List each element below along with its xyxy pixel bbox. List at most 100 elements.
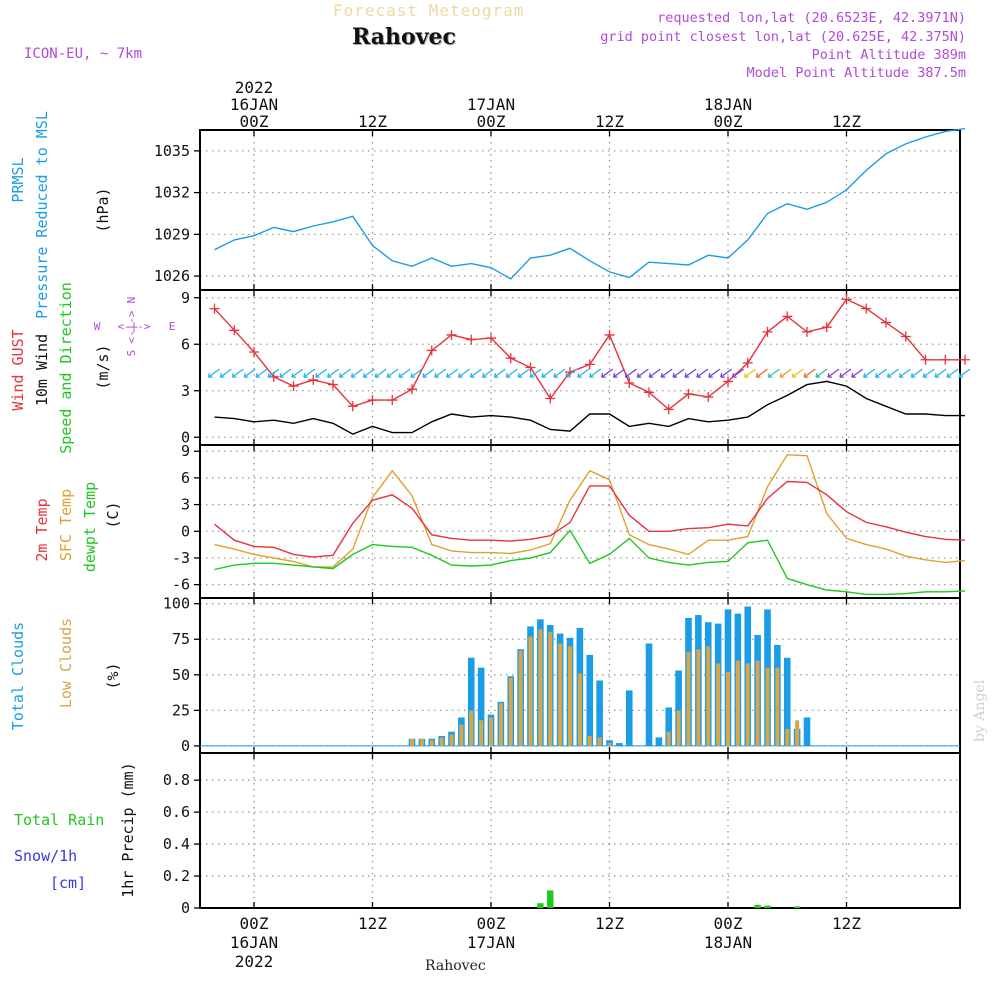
gust-marker [308,374,319,385]
wind-arrow [529,368,542,378]
wind-arrow [446,368,459,378]
wind-arrow [958,368,971,378]
wind-arrow [231,368,244,378]
wind-arrow [922,368,935,378]
wind-arrow [755,368,768,378]
rain-bar [754,904,761,908]
gust-marker [347,401,358,412]
wind-arrow [827,368,840,378]
wind-arrow [398,368,411,378]
ytick-label: 0.2 [163,867,190,885]
gust-marker [624,378,635,388]
total-cloud-bar [625,690,633,746]
total-cloud-bar [665,707,673,746]
low-cloud-bar [765,667,770,746]
total-cloud-bar [477,667,485,746]
year-top: 2022 [235,78,274,97]
low-cloud-bar [775,667,780,746]
gust-marker [584,359,595,370]
ytick-label: 0 [181,737,190,755]
ytick-label: 0 [181,522,190,540]
ytick-label: 3 [181,382,190,400]
title-faint: Forecast Meteogram [333,1,525,20]
wind-arrow [350,368,363,378]
rain-bar [764,905,771,908]
gust-marker [525,362,536,373]
gust-marker [505,353,516,364]
wind-arrow [732,368,745,378]
gust-marker [802,326,812,337]
compass-we-arrow: <-|-> [117,320,150,333]
ytick-label: 1029 [154,225,190,243]
temp-2m-line [214,480,966,558]
ytick-label: -3 [172,549,190,567]
low-cloud-bar [726,671,730,746]
time-tick-bottom: 00Z [714,914,743,933]
low-cloud-bar [706,646,711,746]
wind-arrow [410,368,423,378]
wind-arrow [863,368,876,378]
gust-marker [841,294,852,305]
gust-marker [940,354,951,365]
total-cloud-bar [616,743,623,746]
ytick-label: 6 [181,335,190,353]
wind-arrow [279,368,292,378]
gust-marker [821,322,832,333]
wind-arrow [469,368,482,378]
gust-marker [367,395,378,406]
wind-arrow [803,368,816,378]
gust-marker [683,388,694,399]
time-tick-top: 00Z [477,112,506,131]
wind-arrow [600,368,614,378]
date-top: 18JAN [704,95,752,114]
wind-arrow [374,368,387,378]
gust-marker [229,325,240,336]
low-cloud-bar [410,738,414,746]
pressure-long-label: Pressure Reduced to MSL [33,111,51,319]
ytick-label: 0.6 [163,803,190,821]
point-altitude: Point Altitude 389m [811,47,966,63]
total-cloud-bar [596,680,603,746]
wind-arrow [684,368,697,378]
wind-label: 10m Wind [33,334,51,406]
total-cloud-bar [655,737,663,746]
low-cloud-bar [548,632,553,746]
wind-unit: (m/s) [94,344,112,389]
wind-arrow [779,368,792,378]
wind-arrow [338,368,351,378]
low-cloud-bar [429,740,434,746]
compass-s: S [125,350,138,357]
total-clouds-label: Total Clouds [9,622,27,730]
pressure-label: PRMSL [9,157,27,202]
wind-arrow [362,368,375,378]
wind-speed-line [214,380,965,435]
gust-marker [742,357,753,368]
date-bottom: 18JAN [704,933,752,952]
gust-marker [644,387,654,398]
date-top: 17JAN [467,95,515,114]
time-tick-top: 00Z [714,112,743,131]
time-tick-top: 12Z [358,112,387,131]
wind-arrow [708,368,721,378]
compass-w: W [94,320,101,333]
ytick-label: 0 [181,428,190,446]
wind-arrow [481,368,494,378]
ytick-label: 9 [181,289,190,307]
ytick-label: 100 [163,595,190,613]
wind-arrow [255,368,268,378]
wind-arrow [243,368,256,378]
gust-marker [723,376,733,387]
ytick-label: 1026 [154,267,190,285]
sfc-temp-line [214,454,966,568]
total-cloud-bar [645,643,653,746]
low-cloud-bar [745,663,750,746]
wind-arrow [910,368,923,378]
panel-temperature: -6 -3 0 3 6 9 [172,442,961,599]
gust-marker [920,354,931,365]
wind-arrow [434,368,447,378]
wind-arrow [839,368,852,378]
panel-pressure: 1026 1029 1032 1035 [154,129,961,291]
wind-arrow [505,368,518,378]
wind-arrow [672,368,685,378]
